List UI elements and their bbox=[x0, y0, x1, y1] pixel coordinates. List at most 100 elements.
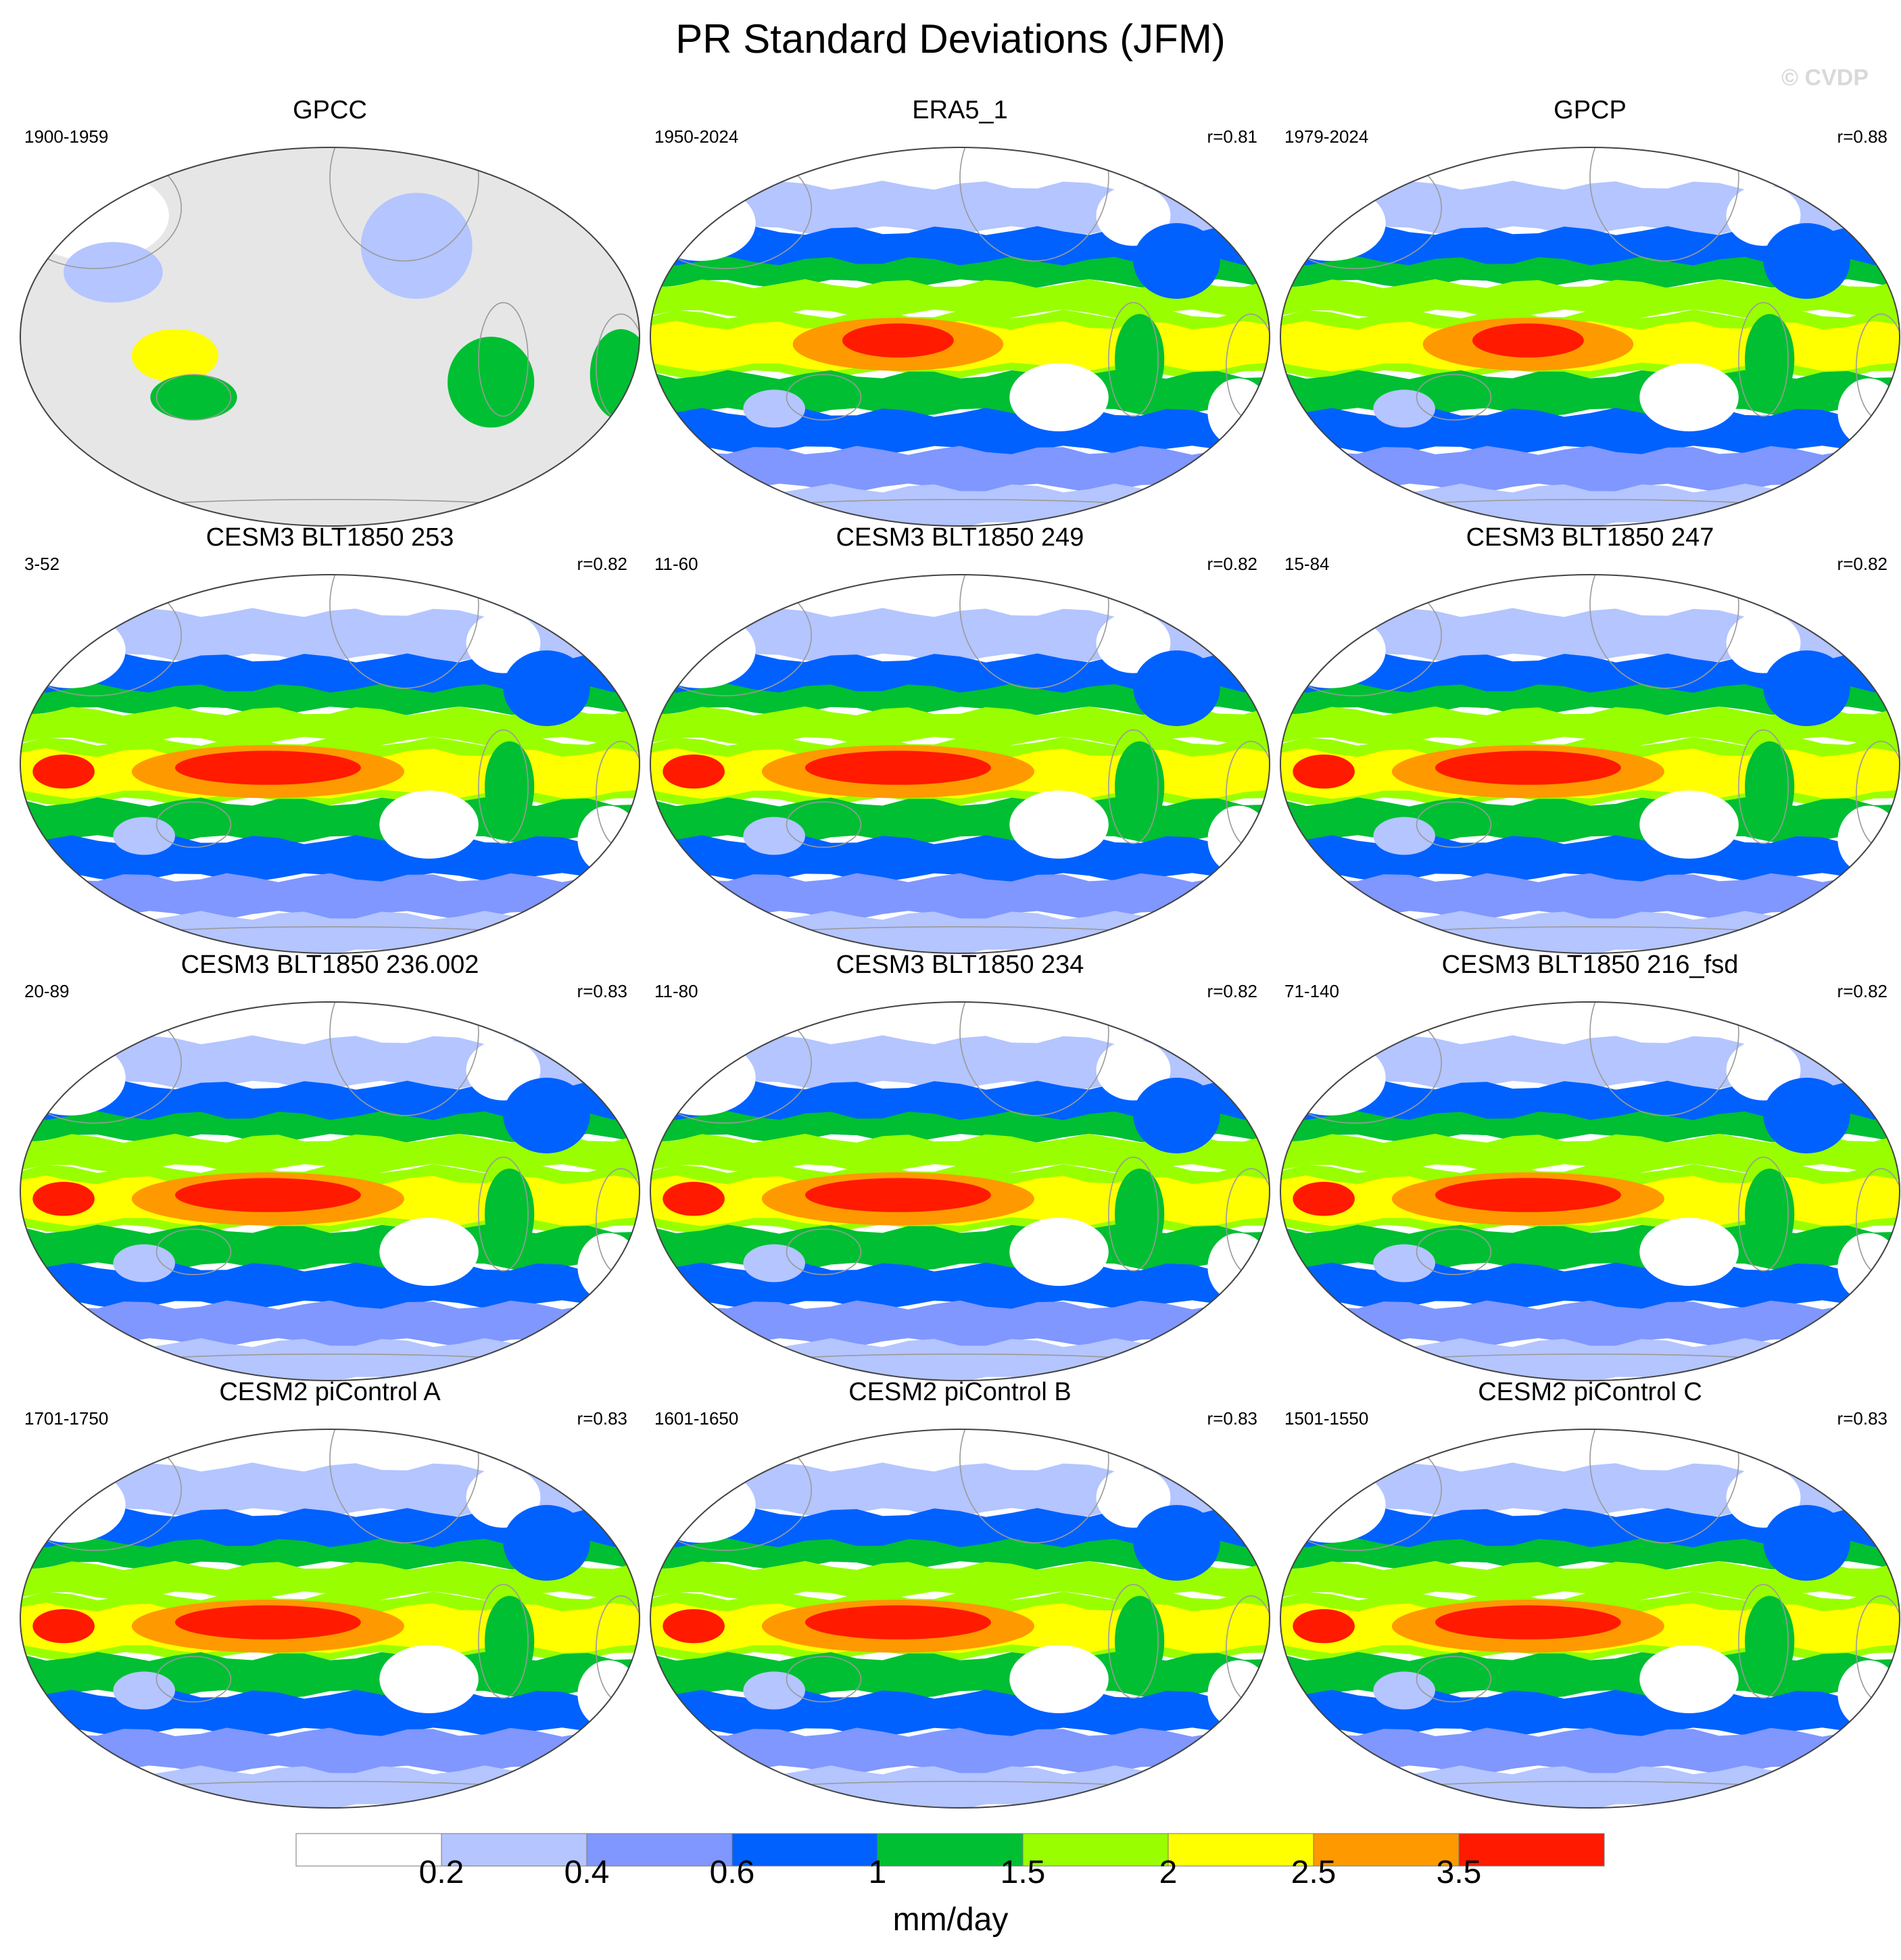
south-subtropic-band bbox=[20, 1224, 640, 1272]
coastline bbox=[1738, 729, 1789, 844]
panel-pattern-correlation: r=0.81 bbox=[1207, 126, 1257, 147]
figure-title: PR Standard Deviations (JFM) bbox=[675, 16, 1226, 62]
coastline bbox=[478, 729, 529, 844]
south-midlat-band bbox=[1280, 835, 1900, 882]
panel-year-range: 1501-1550 bbox=[1284, 1408, 1369, 1429]
south-america-convection bbox=[1115, 741, 1165, 832]
map-border bbox=[20, 574, 640, 954]
cvdp-credit: © CVDP bbox=[1781, 65, 1869, 91]
coastline bbox=[1738, 1156, 1789, 1272]
panel-title: CESM3 BLT1850 249 bbox=[836, 523, 1084, 552]
coastline bbox=[959, 1002, 1109, 1116]
pacific-maximum-red bbox=[175, 750, 361, 785]
north-subtropic-band bbox=[650, 1133, 1270, 1174]
pacific-maximum-red bbox=[1435, 1178, 1621, 1212]
panel-title: CESM2 piControl C bbox=[1478, 1378, 1702, 1406]
coastline bbox=[1416, 1656, 1492, 1702]
se-pacific-dry-zone bbox=[1009, 1218, 1109, 1286]
south-midlat-band bbox=[1280, 408, 1900, 455]
panel-year-range: 1950-2024 bbox=[654, 126, 739, 147]
south-midlat-band bbox=[1280, 1690, 1900, 1737]
panel-title: ERA5_1 bbox=[912, 96, 1008, 124]
colorbar-level-label: 1.5 bbox=[1000, 1855, 1046, 1890]
coastline bbox=[1589, 575, 1739, 689]
coastline bbox=[959, 575, 1109, 689]
siberia-dry-zone bbox=[20, 613, 126, 688]
panel-year-range: 71-140 bbox=[1284, 981, 1339, 1001]
se-pacific-dry-zone bbox=[1009, 363, 1109, 431]
coastline bbox=[478, 302, 529, 417]
indian-ocean-max bbox=[663, 1609, 725, 1644]
north-subtropic-band bbox=[1280, 706, 1900, 746]
robinson-map bbox=[650, 147, 1270, 527]
coastline bbox=[959, 147, 1109, 262]
north-subtropic-band bbox=[650, 279, 1270, 319]
maritime-continent bbox=[131, 329, 219, 383]
pacific-maximum-red bbox=[805, 1605, 991, 1640]
south-midlat-band bbox=[650, 835, 1270, 882]
map-panel: CESM3 BLT1850 236.002 20-89 r=0.83 bbox=[12, 949, 648, 1382]
coastline bbox=[786, 1656, 862, 1702]
map-border bbox=[650, 147, 1270, 527]
south-indian-dry-zone bbox=[1373, 1244, 1435, 1283]
north-subtropic-band bbox=[650, 1560, 1270, 1601]
south-america-convection bbox=[1115, 1168, 1165, 1260]
panel-pattern-correlation: r=0.83 bbox=[577, 981, 627, 1001]
panel-pattern-correlation: r=0.82 bbox=[1207, 554, 1257, 574]
southern-ocean-band bbox=[20, 1300, 640, 1347]
north-atlantic-storm bbox=[1133, 1505, 1220, 1581]
south-america-convection bbox=[485, 1596, 535, 1687]
pacific-maximum-red bbox=[1435, 750, 1621, 785]
southern-ocean-band bbox=[650, 446, 1270, 493]
panel-pattern-correlation: r=0.82 bbox=[1837, 981, 1887, 1001]
robinson-map bbox=[1280, 147, 1900, 527]
southern-ocean-band bbox=[650, 1727, 1270, 1775]
map-panel: GPCP 1979-2024 r=0.88 bbox=[1272, 95, 1901, 527]
map-border bbox=[650, 1001, 1270, 1381]
south-midlat-band bbox=[20, 1690, 640, 1737]
coastline bbox=[1738, 302, 1789, 417]
south-midlat-band bbox=[650, 1262, 1270, 1310]
coastline bbox=[786, 1228, 862, 1275]
north-subtropic-band bbox=[20, 706, 640, 746]
coastline bbox=[329, 1002, 479, 1116]
map-border bbox=[650, 574, 1270, 954]
coastline bbox=[786, 374, 862, 421]
colorbar-level-label: 0.2 bbox=[418, 1855, 464, 1890]
coastline bbox=[1416, 374, 1492, 421]
se-pacific-dry-zone bbox=[1009, 790, 1109, 859]
southern-ocean-band bbox=[1280, 1300, 1900, 1347]
coastline bbox=[329, 1429, 479, 1544]
pacific-maximum-red bbox=[175, 1178, 361, 1212]
robinson-map bbox=[1280, 574, 1900, 954]
indian-ocean-max bbox=[32, 1609, 95, 1644]
robinson-map bbox=[20, 1429, 640, 1809]
southern-ocean-band bbox=[20, 1727, 640, 1775]
panel-title: CESM3 BLT1850 247 bbox=[1466, 523, 1714, 552]
southern-ocean-band bbox=[1280, 446, 1900, 493]
map-panel: CESM2 piControl A 1701-1750 r=0.83 bbox=[12, 1377, 648, 1809]
south-america-convection bbox=[1745, 1168, 1795, 1260]
north-atlantic-storm bbox=[503, 1505, 590, 1581]
map-panel: GPCC 1900-1959 bbox=[12, 95, 648, 527]
map-panel: CESM3 BLT1850 216_fsd 71-140 r=0.82 bbox=[1272, 949, 1901, 1382]
siberia-dry-zone bbox=[650, 1467, 756, 1543]
south-subtropic-band bbox=[1280, 370, 1900, 417]
colorbar-level-label: 1 bbox=[868, 1855, 887, 1890]
coastline bbox=[478, 1583, 529, 1699]
north-subtropic-band bbox=[1280, 1133, 1900, 1174]
south-subtropic-band bbox=[1280, 1224, 1900, 1272]
se-pacific-dry-zone bbox=[1009, 1645, 1109, 1713]
south-midlat-band bbox=[650, 1690, 1270, 1737]
coastline bbox=[329, 575, 479, 689]
south-indian-dry-zone bbox=[743, 817, 805, 855]
se-pacific-dry-zone bbox=[379, 1218, 479, 1286]
north-atlantic-storm bbox=[1763, 223, 1850, 299]
pacific-maximum-red bbox=[1472, 323, 1584, 358]
south-subtropic-band bbox=[650, 1224, 1270, 1272]
south-subtropic-band bbox=[20, 797, 640, 844]
southern-ocean-band bbox=[20, 873, 640, 920]
robinson-map bbox=[650, 1429, 1270, 1809]
south-america-convection bbox=[1115, 314, 1165, 405]
coastline bbox=[786, 801, 862, 848]
